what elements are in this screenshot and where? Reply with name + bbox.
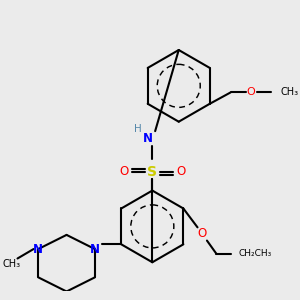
Text: O: O [246,88,255,98]
Text: CH₃: CH₃ [280,88,299,98]
Text: CH₂CH₃: CH₂CH₃ [238,249,271,258]
Text: N: N [90,242,100,256]
Text: N: N [142,132,153,145]
Text: S: S [147,165,157,179]
Text: N: N [33,242,43,256]
Text: O: O [198,227,207,241]
Text: O: O [119,165,129,178]
Text: CH₃: CH₃ [3,259,21,269]
Text: H: H [134,124,142,134]
Text: O: O [176,165,185,178]
